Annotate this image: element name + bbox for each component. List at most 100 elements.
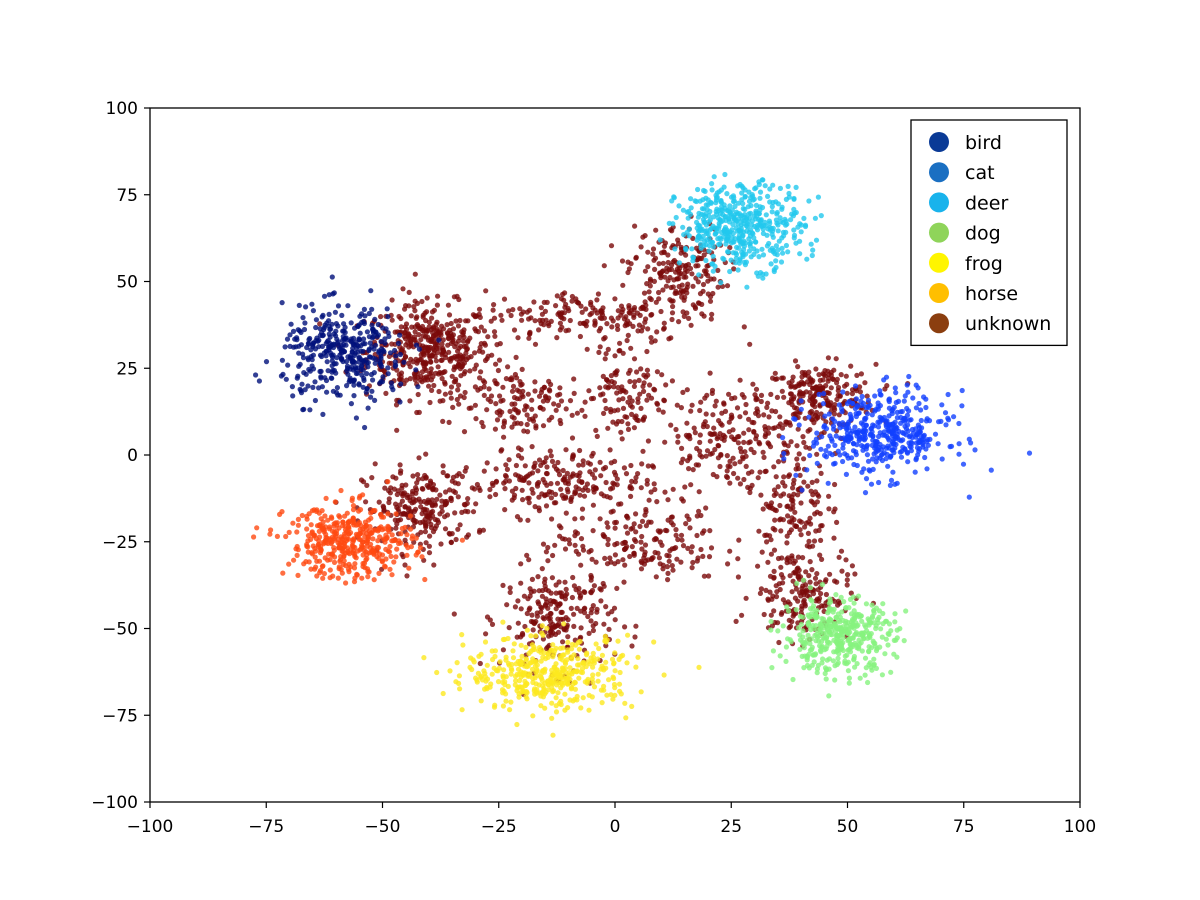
point-deer — [722, 171, 728, 178]
point-cat — [921, 394, 927, 400]
point-unknown — [633, 475, 639, 481]
point-unknown — [715, 284, 721, 290]
point-unknown — [581, 610, 588, 616]
point-frog — [524, 696, 530, 702]
point-unknown — [673, 527, 679, 533]
point-unknown — [686, 315, 692, 321]
point-dog — [843, 618, 849, 624]
point-unknown — [624, 337, 630, 344]
point-unknown — [633, 538, 639, 545]
point-unknown — [643, 316, 649, 322]
point-cat — [888, 453, 894, 459]
point-unknown — [857, 384, 863, 390]
point-bird — [370, 377, 376, 383]
point-frog — [459, 707, 465, 713]
point-unknown — [580, 458, 586, 464]
point-unknown — [642, 542, 649, 548]
point-dog — [892, 611, 898, 617]
point-unknown — [520, 632, 526, 638]
point-unknown — [681, 274, 687, 280]
point-unknown — [652, 266, 658, 272]
point-bird — [307, 335, 313, 342]
point-unknown — [562, 480, 569, 486]
point-unknown — [628, 345, 634, 351]
point-unknown — [731, 470, 737, 477]
point-cat — [854, 462, 860, 469]
point-deer — [809, 252, 815, 259]
point-deer — [692, 198, 698, 204]
point-bird — [296, 350, 302, 356]
point-deer — [773, 258, 779, 264]
point-unknown — [839, 568, 845, 574]
point-horse — [327, 567, 333, 573]
point-deer — [740, 206, 746, 212]
point-unknown — [693, 245, 700, 251]
point-unknown — [596, 349, 602, 355]
point-deer — [808, 241, 814, 247]
point-unknown — [690, 283, 696, 289]
point-unknown — [527, 586, 533, 592]
point-horse — [338, 487, 344, 494]
point-deer — [699, 211, 705, 217]
point-unknown — [511, 492, 518, 498]
point-unknown — [518, 606, 524, 612]
point-unknown — [540, 587, 546, 594]
point-unknown — [814, 571, 820, 577]
point-unknown — [654, 499, 660, 505]
point-unknown — [450, 404, 456, 410]
point-cat — [840, 389, 846, 395]
point-unknown — [530, 490, 536, 496]
point-unknown — [601, 336, 607, 342]
point-unknown — [414, 480, 420, 486]
point-cat — [905, 459, 911, 465]
point-dog — [880, 601, 886, 607]
point-horse — [359, 575, 365, 581]
point-unknown — [648, 312, 654, 318]
point-cat — [793, 472, 799, 478]
point-cat — [899, 408, 905, 415]
point-deer — [776, 238, 782, 244]
point-unknown — [492, 426, 498, 432]
point-unknown — [555, 459, 561, 466]
point-cat — [877, 430, 883, 436]
point-cat — [870, 456, 876, 462]
point-frog — [523, 644, 529, 651]
point-unknown — [558, 486, 564, 492]
point-unknown — [442, 351, 448, 358]
point-frog — [520, 687, 526, 694]
point-unknown — [496, 357, 503, 363]
point-unknown — [707, 528, 713, 534]
point-deer — [778, 259, 785, 265]
point-unknown — [486, 386, 492, 392]
point-bird — [372, 360, 378, 366]
point-unknown — [779, 388, 785, 394]
point-unknown — [794, 405, 800, 411]
point-bird — [347, 355, 353, 361]
point-unknown — [828, 372, 834, 378]
point-deer — [703, 222, 710, 228]
point-unknown — [479, 419, 485, 426]
point-cat — [864, 452, 871, 458]
point-unknown — [642, 549, 648, 555]
point-frog — [507, 707, 513, 713]
point-unknown — [695, 255, 702, 261]
point-deer — [753, 216, 759, 222]
point-unknown — [434, 496, 440, 502]
point-unknown — [447, 487, 453, 493]
point-dog — [785, 608, 792, 614]
point-unknown — [751, 420, 757, 426]
point-unknown — [753, 395, 759, 401]
point-unknown — [434, 302, 440, 308]
point-unknown — [777, 421, 784, 427]
point-unknown — [669, 316, 675, 323]
point-unknown — [727, 458, 733, 464]
point-bird — [333, 333, 339, 339]
point-unknown — [757, 469, 763, 475]
point-unknown — [607, 555, 613, 561]
point-unknown — [795, 466, 802, 472]
point-cat — [905, 428, 911, 434]
point-unknown — [713, 398, 719, 404]
point-unknown — [545, 320, 551, 327]
point-unknown — [844, 577, 850, 583]
point-frog — [624, 660, 630, 666]
